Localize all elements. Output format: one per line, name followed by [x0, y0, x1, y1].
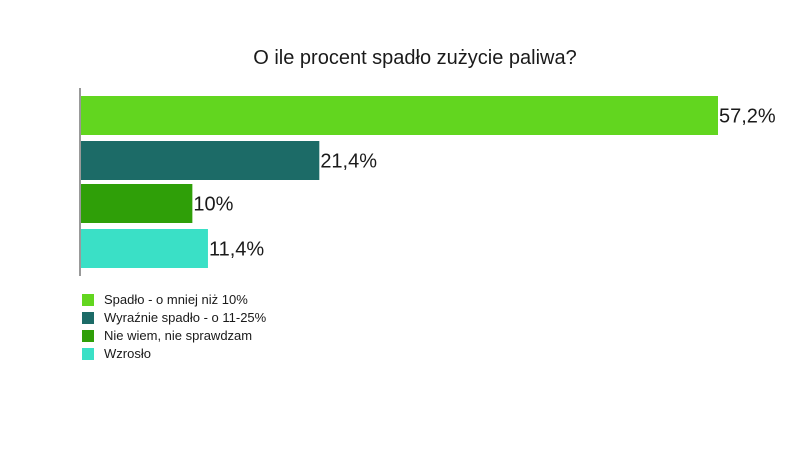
- data-label: 21,4%: [320, 151, 377, 173]
- data-label: 57,2%: [719, 106, 776, 128]
- legend-swatch: [82, 293, 94, 306]
- legend: Spadło - o mniej niż 10% Wyraźnie spadło…: [82, 291, 266, 363]
- legend-label: Spadło - o mniej niż 10%: [104, 292, 248, 307]
- data-label: 10%: [193, 194, 233, 216]
- legend-item: Wzrosło: [82, 345, 266, 362]
- bar: [81, 184, 193, 223]
- bar: [81, 229, 208, 268]
- legend-swatch: [82, 347, 94, 360]
- legend-label: Wzrosło: [104, 346, 151, 361]
- bar: [81, 96, 718, 135]
- chart-title: O ile procent spadło zużycie paliwa?: [253, 47, 577, 69]
- bar: [81, 141, 320, 180]
- legend-swatch: [82, 311, 94, 324]
- legend-item: Spadło - o mniej niż 10%: [82, 291, 266, 308]
- data-label: 11,4%: [209, 239, 264, 261]
- legend-label: Nie wiem, nie sprawdzam: [104, 328, 253, 343]
- legend-item: Wyraźnie spadło - o 11-25%: [82, 309, 266, 326]
- legend-label: Wyraźnie spadło - o 11-25%: [104, 310, 267, 325]
- legend-item: Nie wiem, nie sprawdzam: [82, 327, 266, 344]
- legend-swatch: [82, 329, 94, 342]
